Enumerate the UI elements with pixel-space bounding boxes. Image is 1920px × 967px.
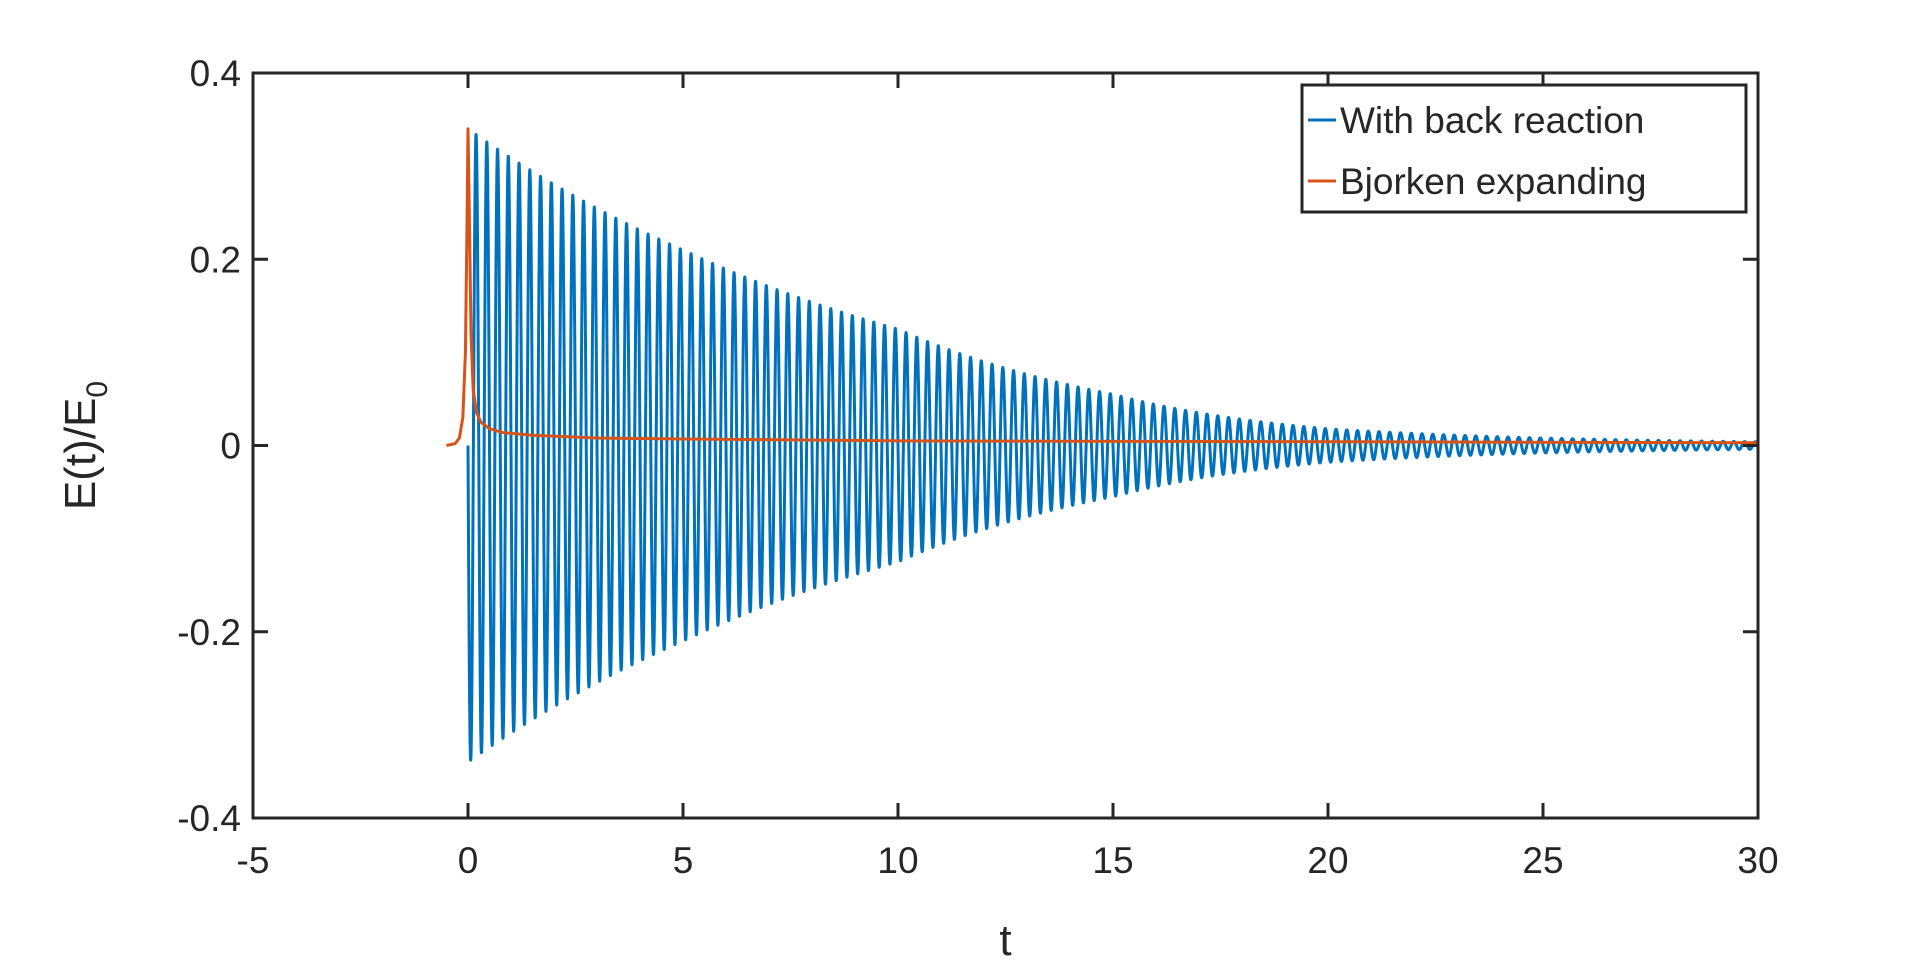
x-tick-label: 25 [1522,840,1563,881]
y-axis-label: E(t)/E0 [56,381,114,510]
x-tick-label: 0 [458,840,479,881]
legend-box [1300,83,1748,214]
series-line-with-back-reaction [466,133,1758,762]
x-tick-label: -5 [237,840,270,881]
series-line-bjorken-expanding [446,127,1758,447]
legend-entry-with-back-reaction: With back reaction [1340,100,1644,141]
y-tick-label: 0.2 [190,239,241,280]
x-tick-label: 10 [877,840,918,881]
x-tick-label: 5 [673,840,694,881]
y-tick-label: -0.2 [177,612,241,653]
y-axis-label-main: E(t)/E [56,398,105,510]
x-tick-label: 30 [1737,840,1778,881]
x-tick-label: 20 [1307,840,1348,881]
y-tick-label: 0 [220,426,241,467]
legend-entry-bjorken-expanding: Bjorken expanding [1340,161,1647,202]
y-axis-label-subscript: 0 [81,381,114,398]
x-tick-label: 15 [1092,840,1133,881]
y-tick-label: 0.4 [190,53,241,94]
y-tick-label: -0.4 [177,798,241,839]
legend: With back reaction Bjorken expanding [1300,83,1748,214]
x-axis-label: t [999,916,1011,962]
ticks-layer: -5 0 5 10 15 20 25 30 -0.4 -0.2 0 0.2 0.4 [177,53,1778,881]
